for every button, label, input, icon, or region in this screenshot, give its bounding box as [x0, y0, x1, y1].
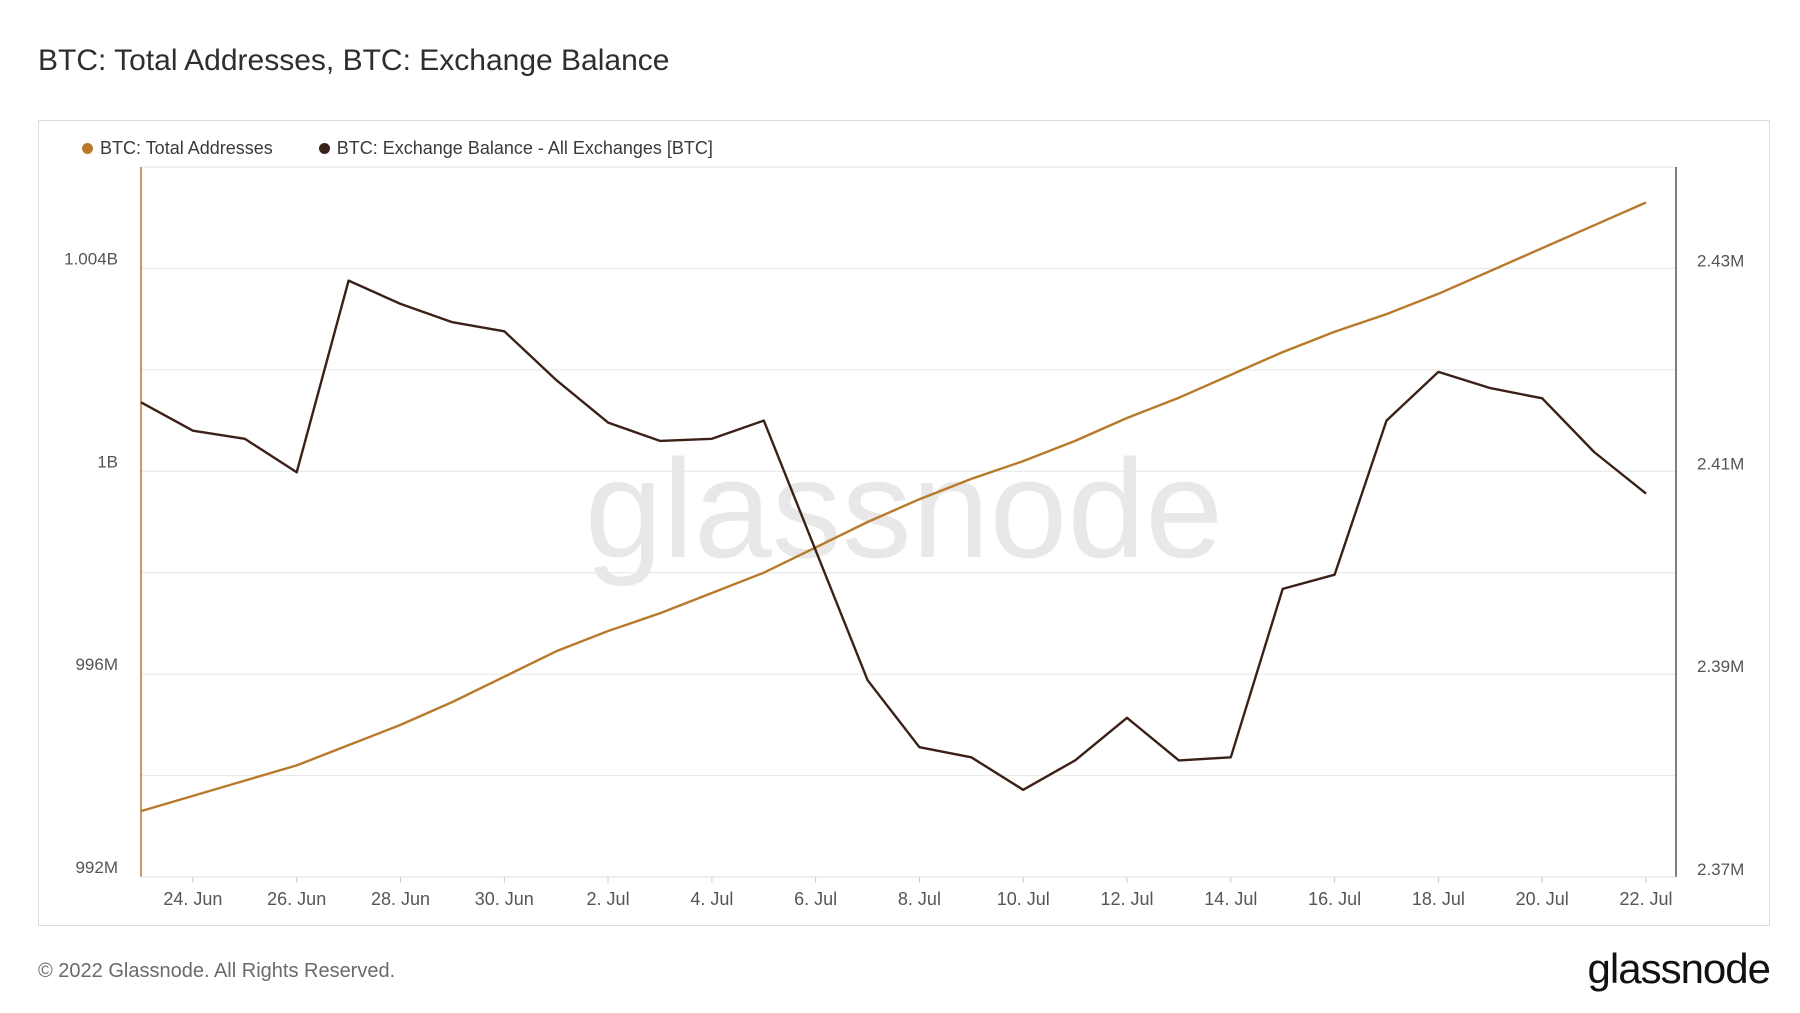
x-tick-label: 22. Jul	[1619, 889, 1672, 909]
y-right-tick-label: 2.41M	[1697, 454, 1744, 473]
x-tick-label: 12. Jul	[1101, 889, 1154, 909]
x-axis-ticks: 24. Jun 26. Jun 28. Jun 30. Jun 2. Jul 4. Jul…	[163, 877, 1673, 909]
x-tick-label: 10. Jul	[997, 889, 1050, 909]
x-tick-label: 16. Jul	[1308, 889, 1361, 909]
watermark-text: glassnode	[585, 430, 1223, 587]
y-left-tick-label: 1.004B	[64, 249, 118, 268]
y-axis-right-ticks: 2.37M 2.39M 2.41M 2.43M	[1697, 251, 1744, 879]
y-right-tick-label: 2.39M	[1697, 657, 1744, 676]
x-tick-label: 2. Jul	[587, 889, 630, 909]
x-tick-label: 20. Jul	[1516, 889, 1569, 909]
chart-legend: BTC: Total Addresses BTC: Exchange Balan…	[82, 138, 713, 159]
legend-dot-total-addresses	[82, 143, 93, 154]
chart-title: BTC: Total Addresses, BTC: Exchange Bala…	[38, 44, 670, 77]
legend-label-total-addresses: BTC: Total Addresses	[100, 138, 273, 158]
legend-dot-exchange-balance	[318, 143, 330, 154]
legend-item-exchange-balance[interactable]: BTC: Exchange Balance - All Exchanges [B…	[318, 138, 713, 159]
series-line-total-addresses[interactable]	[140, 201, 1647, 813]
y-axis-left-ticks: 992M 996M 1B 1.004B	[64, 249, 118, 877]
glassnode-logo: glassnode	[1587, 945, 1771, 992]
x-tick-label: 26. Jun	[267, 889, 326, 909]
y-left-tick-label: 992M	[75, 858, 118, 877]
series-line-exchange-balance[interactable]	[140, 279, 1647, 791]
series-lines	[140, 201, 1647, 813]
x-tick-label: 28. Jun	[371, 889, 430, 909]
y-right-tick-label: 2.43M	[1697, 251, 1744, 270]
x-tick-label: 4. Jul	[690, 889, 733, 909]
x-tick-label: 6. Jul	[794, 889, 837, 909]
copyright-text: © 2022 Glassnode. All Rights Reserved.	[38, 960, 396, 982]
legend-item-total-addresses[interactable]: BTC: Total Addresses	[82, 138, 273, 159]
y-left-tick-label: 1B	[97, 452, 118, 471]
x-tick-label: 24. Jun	[163, 889, 222, 909]
x-tick-label: 18. Jul	[1412, 889, 1465, 909]
chart-panel	[38, 120, 1770, 926]
legend-label-exchange-balance: BTC: Exchange Balance - All Exchanges [B…	[336, 138, 713, 158]
y-left-tick-label: 996M	[75, 655, 118, 674]
x-tick-label: 30. Jun	[475, 889, 534, 909]
x-tick-label: 8. Jul	[898, 889, 941, 909]
axes	[140, 167, 1677, 878]
grid-lines	[141, 166, 1676, 777]
x-tick-label: 14. Jul	[1204, 889, 1257, 909]
y-right-tick-label: 2.37M	[1697, 860, 1744, 879]
